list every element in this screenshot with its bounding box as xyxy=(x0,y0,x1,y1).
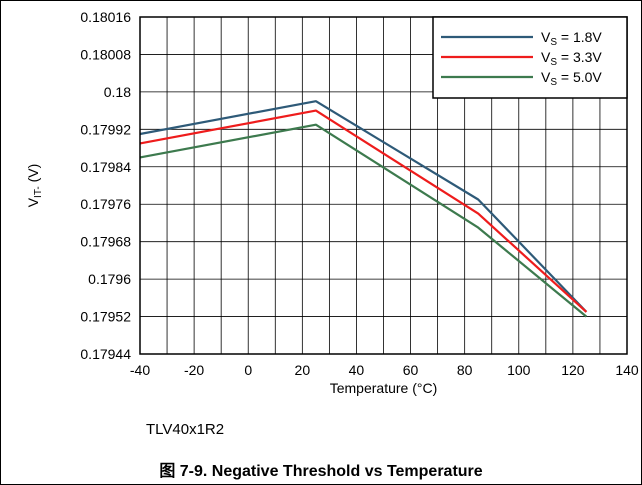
x-tick-label: 20 xyxy=(295,362,311,378)
y-tick-label: 0.17984 xyxy=(80,159,131,175)
y-tick-label: 0.18016 xyxy=(80,9,131,25)
x-tick-label: 100 xyxy=(507,362,531,378)
x-tick-label: 120 xyxy=(561,362,585,378)
series-line-1 xyxy=(139,100,588,313)
y-tick-labels: 0.17944 0.17952 0.1796 0.17968 0.17976 0.1798… xyxy=(80,9,131,362)
series-lines xyxy=(139,100,588,318)
y-tick-label: 0.17968 xyxy=(80,234,131,250)
y-axis-title: VIT- (V) xyxy=(25,164,44,208)
y-axis-title-subscript: IT- xyxy=(33,186,44,198)
y-tick-label: 0.18008 xyxy=(80,46,131,62)
y-tick-label: 0.17944 xyxy=(80,346,131,362)
x-axis-title: Temperature (°C) xyxy=(330,380,438,396)
y-tick-label: 0.18 xyxy=(104,84,131,100)
series-line-2 xyxy=(139,109,588,313)
legend-label-1: VS = 1.8V xyxy=(541,29,602,48)
x-tick-label: -20 xyxy=(184,362,204,378)
y-tick-label: 0.17976 xyxy=(80,196,131,212)
y-tick-label: 0.17952 xyxy=(80,309,131,325)
x-tick-label: -40 xyxy=(130,362,150,378)
y-tick-label: 0.17992 xyxy=(80,121,131,137)
x-tick-label: 60 xyxy=(403,362,419,378)
x-tick-label: 140 xyxy=(615,362,639,378)
y-axis-title-symbol: V xyxy=(25,197,41,207)
y-tick-label: 0.1796 xyxy=(88,271,131,287)
y-axis-title-unit: (V) xyxy=(25,164,41,187)
x-tick-label: 40 xyxy=(349,362,365,378)
x-tick-labels: -40 -20 0 20 40 60 80 100 120 140 xyxy=(130,362,639,378)
x-tick-label: 80 xyxy=(457,362,473,378)
series-line-3 xyxy=(139,123,588,318)
legend-label-3: VS = 5.0V xyxy=(541,69,602,88)
figure-caption: 图 7-9. Negative Threshold vs Temperature xyxy=(159,463,483,480)
x-tick-label: 0 xyxy=(244,362,252,378)
device-label: TLV40x1R2 xyxy=(146,421,225,438)
plot-area-border xyxy=(139,16,628,355)
legend-label-2: VS = 3.3V xyxy=(541,49,602,68)
